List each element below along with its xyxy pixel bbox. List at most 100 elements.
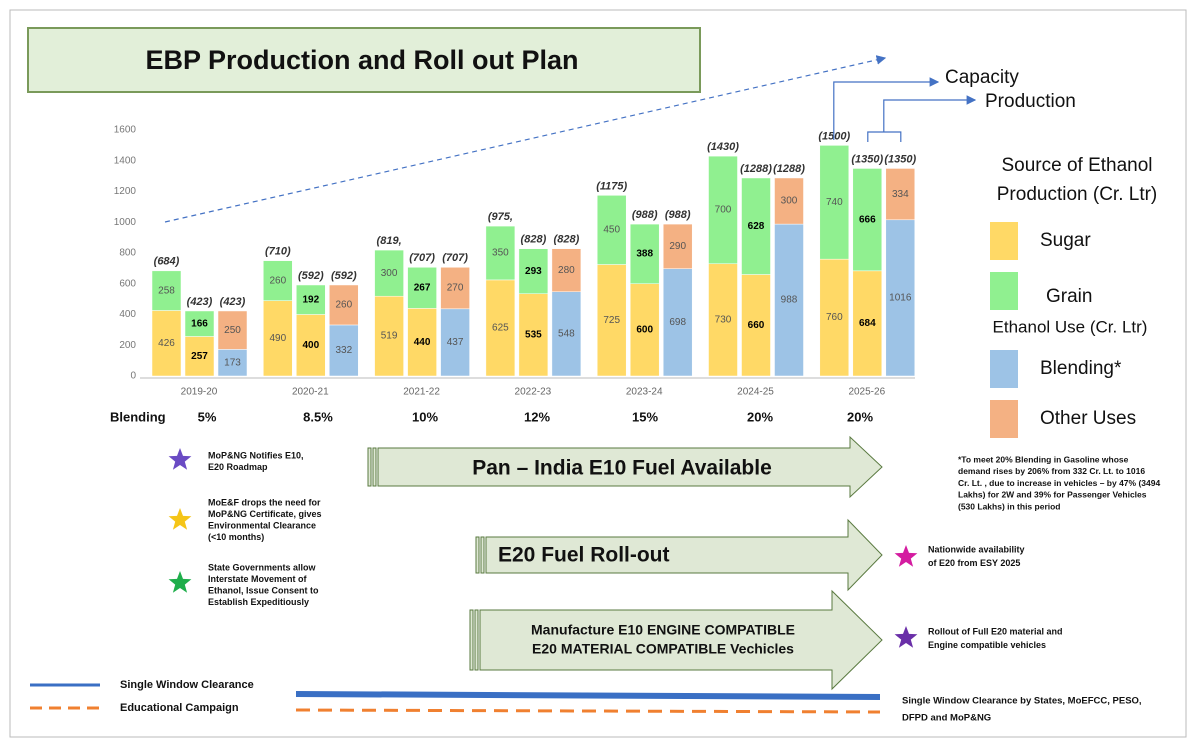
outcome-text: Rollout of Full E20 material and — [928, 626, 1063, 636]
legend-swatch — [990, 222, 1018, 260]
star — [168, 508, 192, 530]
value-label: 258 — [158, 285, 175, 296]
total-label: (828) — [554, 234, 580, 246]
y-tick-label: 200 — [119, 340, 136, 351]
value-label: 700 — [715, 205, 732, 216]
y-tick-label: 0 — [130, 371, 136, 382]
slide-border — [9, 9, 1187, 738]
star — [168, 448, 192, 470]
bar-segment — [407, 267, 437, 309]
y-tick-label: 400 — [119, 309, 136, 320]
bar-segment — [518, 293, 549, 377]
legend-swatch — [990, 350, 1018, 388]
legend-heading: Ethanol Use (Cr. Ltr) — [993, 317, 1148, 336]
note-text: Lakhs) for 2W and 39% for Passenger Vehi… — [958, 490, 1147, 500]
bar-segment — [329, 284, 359, 326]
legend-label: Other Uses — [1040, 408, 1136, 429]
total-label: (684) — [154, 256, 180, 268]
total-label: (707) — [409, 252, 435, 264]
arrow-tail — [372, 447, 377, 487]
milestone-text: MoP&NG Certificate, gives — [208, 509, 322, 519]
note-text: (530 Lakhs) in this period — [958, 501, 1061, 511]
total-label: (1175) — [596, 180, 627, 192]
value-label: 426 — [158, 338, 175, 349]
arrow-text: E20 MATERIAL COMPATIBLE Vechicles — [532, 641, 794, 657]
legend-swatch — [990, 400, 1018, 438]
milestone-text: MoE&F drops the need for — [208, 497, 321, 507]
note-text: demand rises by 206% from 332 Cr. Lt. to… — [958, 466, 1145, 476]
star — [894, 626, 918, 648]
y-tick-label: 1600 — [114, 125, 137, 136]
timeline-line — [295, 708, 881, 714]
total-label: (1500) — [818, 130, 850, 142]
total-label: (828) — [521, 234, 547, 246]
value-label: 173 — [224, 357, 241, 368]
total-label: (988) — [632, 209, 658, 221]
bar-segment — [551, 248, 582, 292]
value-label: 267 — [414, 282, 431, 293]
value-label: 260 — [335, 300, 352, 311]
value-label: 290 — [669, 241, 686, 252]
total-label: (1350) — [884, 153, 916, 165]
roadmap-arrow — [479, 589, 883, 691]
value-label: 400 — [302, 340, 319, 351]
value-label: 437 — [447, 337, 464, 348]
total-label: (1430) — [707, 141, 739, 153]
roadmap-arrow — [485, 518, 883, 592]
outcome-text: Engine compatible vehicles — [928, 640, 1046, 650]
y-tick-label: 600 — [119, 278, 136, 289]
outcome-text: of E20 from ESY 2025 — [928, 558, 1020, 568]
chart-title: EBP Production and Roll out Plan — [145, 45, 578, 75]
clearance-text: DFPD and MoP&NG — [902, 713, 991, 724]
timeline-line — [295, 691, 881, 700]
bar-segment — [485, 279, 516, 377]
value-label: 192 — [302, 294, 319, 305]
annotation: Capacity — [945, 67, 1019, 88]
bar-segment — [741, 274, 771, 377]
total-label: (1288) — [773, 163, 805, 175]
x-tick-label: 2025-26 — [848, 387, 885, 398]
value-label: 293 — [525, 266, 542, 277]
value-label: 600 — [636, 325, 653, 336]
bar-segment — [708, 155, 738, 265]
total-label: (975, — [488, 211, 513, 223]
trend-arrow — [164, 55, 887, 223]
bar-segment — [184, 336, 215, 377]
bar-segment — [662, 223, 693, 269]
clearance-text: Single Window Clearance by States, MoEFC… — [902, 696, 1142, 707]
bar-segment — [596, 264, 627, 377]
blending-value: 12% — [524, 409, 550, 424]
bar-segment — [263, 300, 293, 377]
title-box — [27, 27, 701, 93]
milestone-text: Interstate Movement of — [208, 574, 308, 584]
bar-segment — [329, 324, 359, 377]
y-tick-label: 1200 — [114, 186, 137, 197]
legend-label: Single Window Clearance — [120, 679, 254, 691]
outcome-text: Nationwide availability — [928, 544, 1025, 554]
bar-segment — [440, 308, 470, 377]
bar-segment — [551, 291, 582, 377]
value-label: 388 — [636, 249, 653, 260]
bar-segment — [852, 168, 883, 272]
value-label: 270 — [447, 283, 464, 294]
x-tick-label: 2022-23 — [515, 387, 552, 398]
arrow-tail — [480, 536, 485, 574]
value-label: 332 — [335, 345, 352, 356]
milestone-text: Establish Expeditiously — [208, 597, 309, 607]
bar-segment — [774, 223, 804, 377]
total-label: (1350) — [851, 153, 883, 165]
bar-segment — [440, 267, 470, 310]
x-tick-label: 2024-25 — [737, 387, 774, 398]
total-label: (819, — [377, 235, 402, 247]
legend-swatch — [990, 272, 1018, 310]
x-tick-label: 2023-24 — [626, 387, 663, 398]
total-label: (592) — [298, 270, 324, 282]
value-label: 730 — [715, 315, 732, 326]
value-label: 280 — [558, 265, 575, 276]
value-label: 300 — [381, 268, 398, 279]
legend-label: Educational Campaign — [120, 702, 239, 714]
value-label: 725 — [603, 315, 620, 326]
value-label: 490 — [269, 333, 286, 344]
milestone-text: E20 Roadmap — [208, 462, 268, 472]
